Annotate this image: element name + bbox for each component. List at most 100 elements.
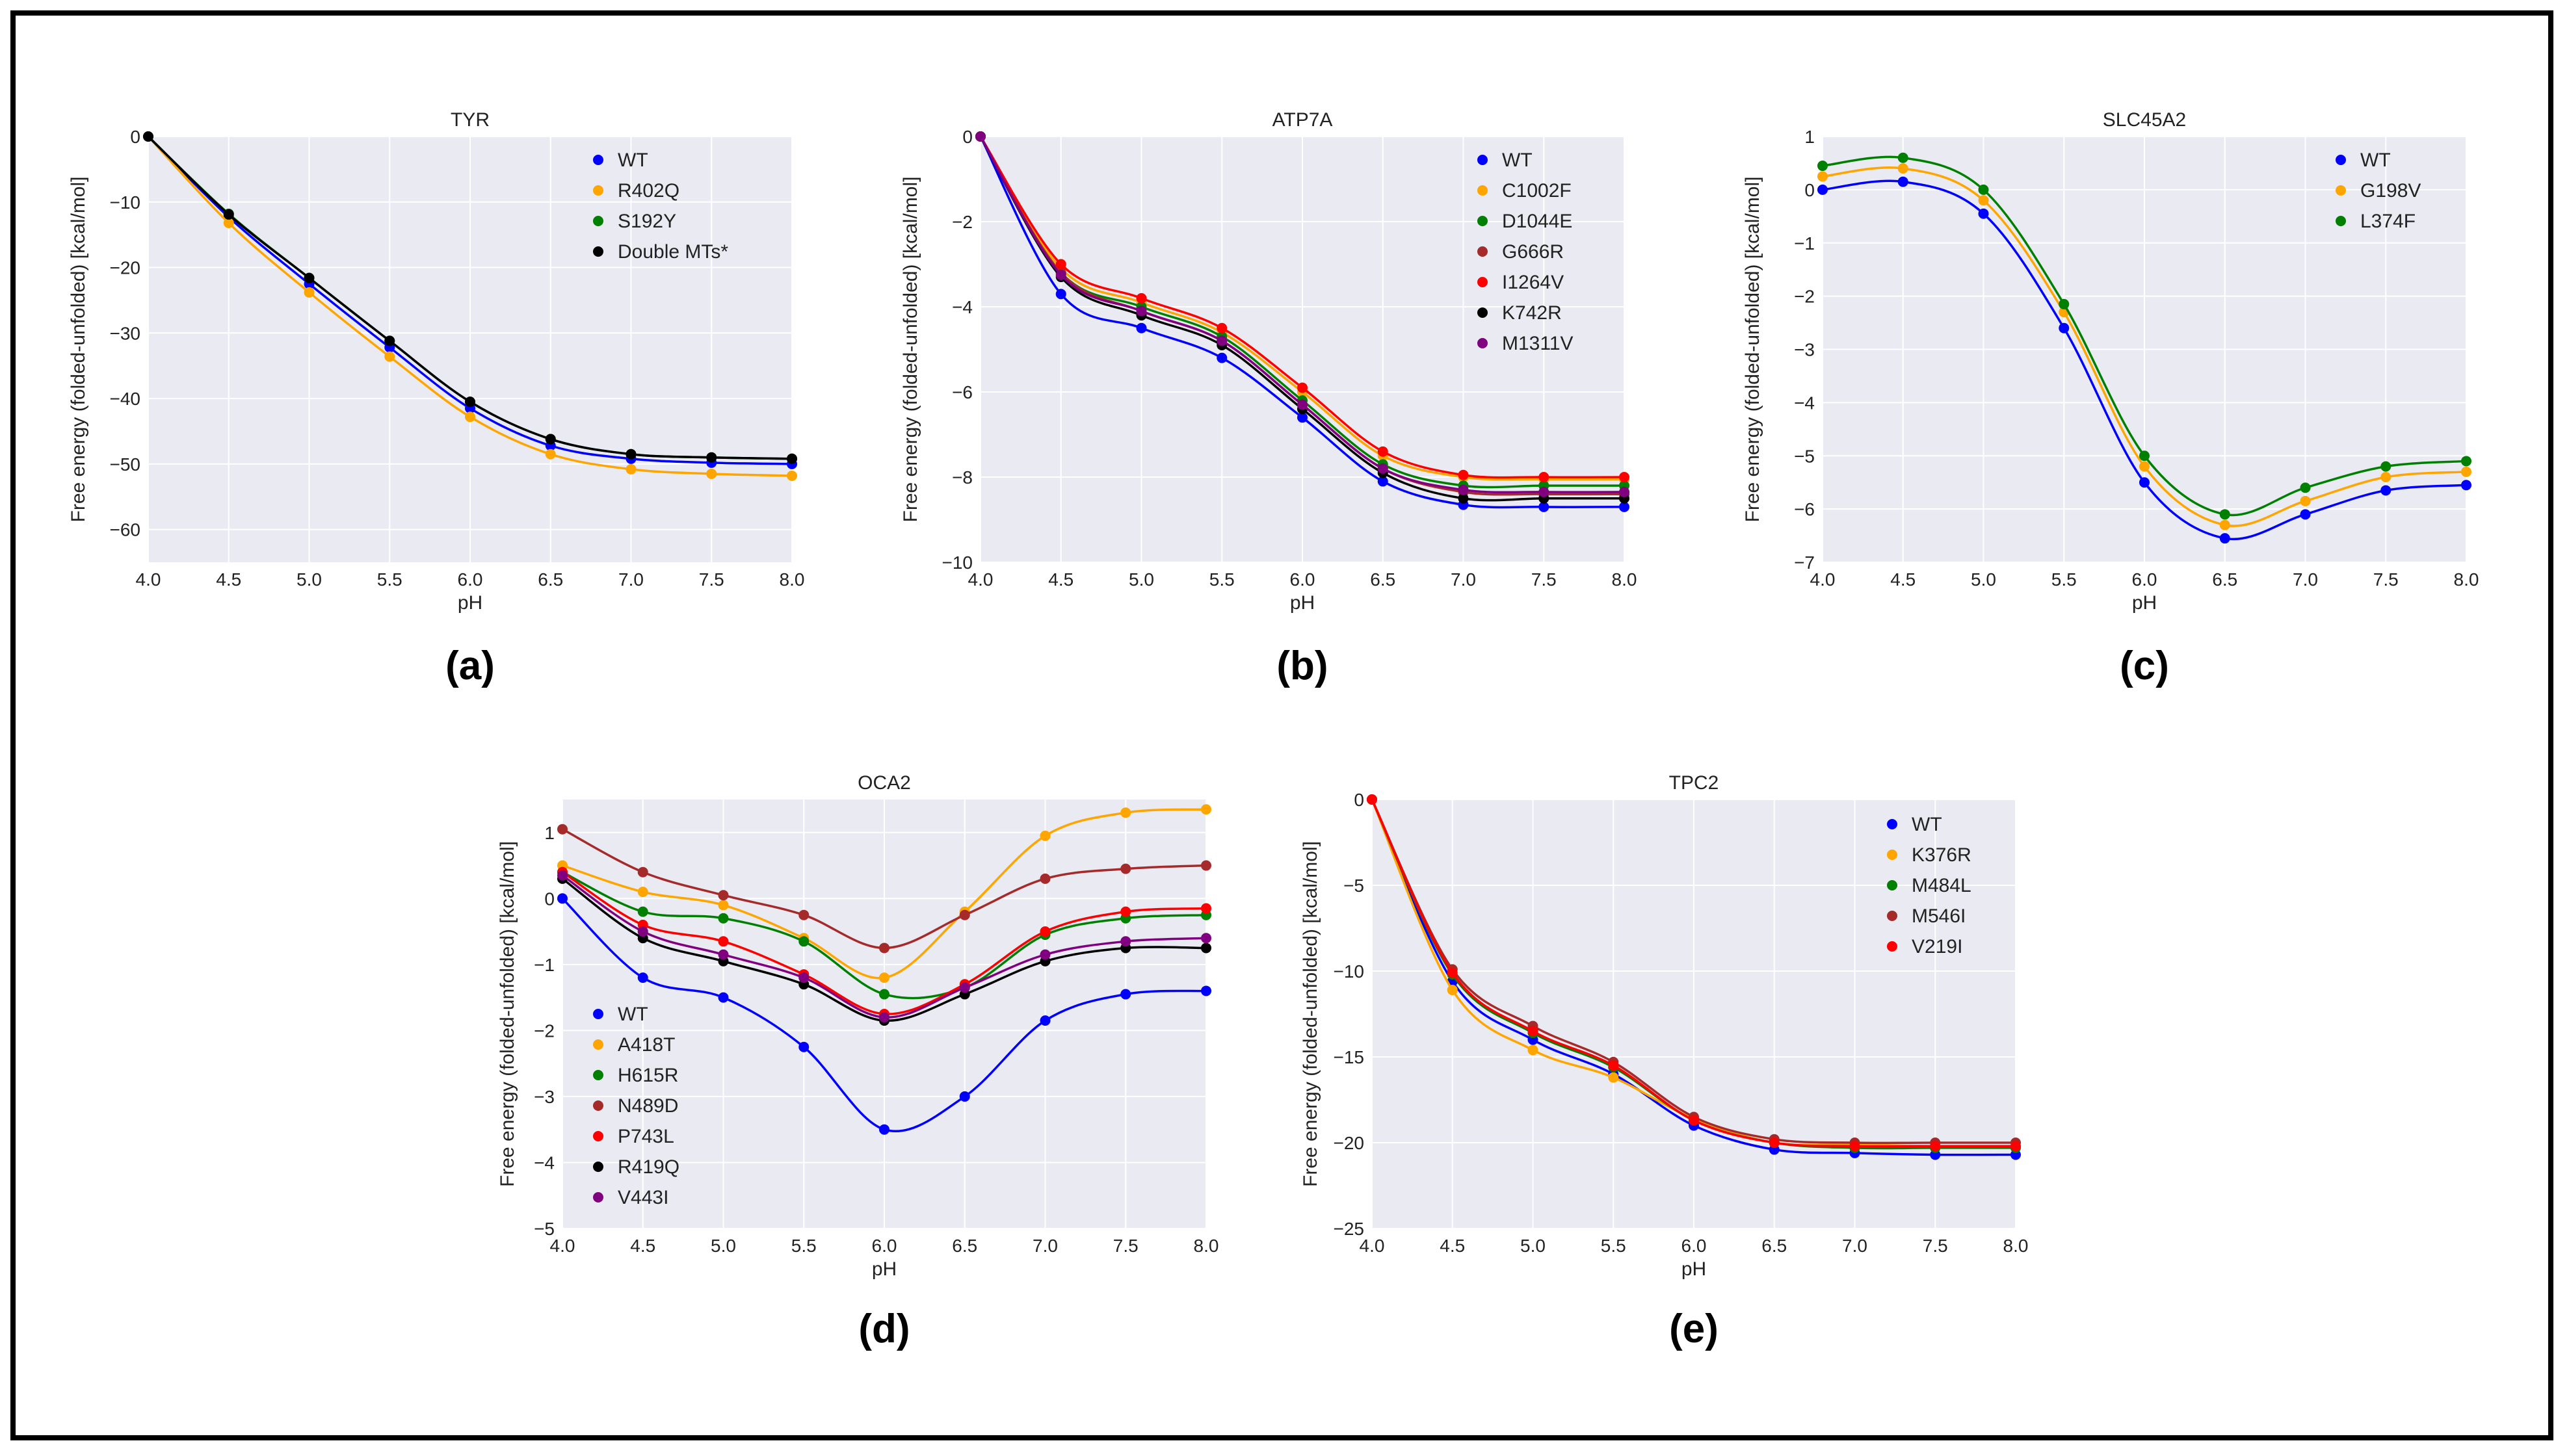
y-tick-label: −2 (1794, 287, 1815, 307)
data-point (1217, 352, 1228, 363)
legend-label: A418T (618, 1034, 675, 1056)
y-tick-label: −3 (1794, 340, 1815, 360)
x-tick-label: 6.0 (458, 569, 483, 590)
y-tick-label: −50 (110, 454, 141, 474)
data-point (879, 1012, 889, 1023)
y-tick-label: 0 (130, 127, 140, 147)
x-tick-label: 5.5 (1601, 1236, 1626, 1256)
x-tick-label: 8.0 (1194, 1236, 1219, 1256)
data-point (2300, 509, 2311, 520)
legend-label: N489D (618, 1095, 678, 1117)
x-tick-label: 6.0 (872, 1236, 897, 1256)
data-point (706, 452, 717, 463)
data-point (1367, 794, 1377, 805)
data-point (545, 448, 556, 460)
data-point (304, 272, 315, 283)
data-point (959, 909, 970, 920)
x-tick-label: 6.5 (1761, 1236, 1787, 1256)
data-point (1217, 335, 1228, 346)
x-tick-label: 5.0 (1129, 569, 1154, 590)
data-point (718, 900, 729, 911)
legend-marker (1477, 155, 1488, 165)
legend-marker (593, 246, 603, 257)
panel-caption: (b) (1276, 644, 1328, 688)
series-line-k742r (981, 136, 1624, 502)
x-tick-label: 5.5 (377, 569, 402, 590)
data-point (384, 335, 395, 346)
series-line-r402q (148, 135, 793, 477)
data-point (1978, 184, 1989, 195)
legend-marker (1887, 880, 1897, 890)
data-point (1120, 989, 1131, 1000)
x-tick-label: 6.0 (1681, 1236, 1707, 1256)
y-tick-label: −10 (110, 192, 141, 213)
data-point (2010, 1141, 2021, 1152)
data-point (1897, 152, 1908, 163)
legend-label: H615R (618, 1065, 678, 1086)
legend-marker (1477, 338, 1488, 348)
data-point (1817, 184, 1828, 195)
data-point (1297, 399, 1308, 410)
chart-panel-oca2: 4.0 4.5 5.0 5.5 6.0 6.5 7.0 7.5 8.0 1 0 −1 −2 −3 −4 −5 O… (497, 772, 1219, 1351)
data-point (798, 936, 810, 947)
data-point (557, 824, 568, 835)
x-axis-label: pH (1681, 1258, 1706, 1280)
y-tick-label: 0 (544, 889, 555, 909)
legend-label: K376R (1912, 844, 1971, 866)
data-point (1527, 1026, 1538, 1037)
y-tick-label: 1 (544, 823, 555, 843)
data-point (1978, 195, 1989, 206)
legend-marker (1477, 185, 1488, 196)
data-point (2461, 480, 2471, 491)
y-axis-label: Free energy (folded-unfolded) [kcal/mol] (68, 177, 89, 523)
legend-marker (593, 1131, 603, 1141)
data-point (1897, 163, 1908, 174)
data-point (1978, 208, 1989, 219)
y-tick-label: −1 (1794, 233, 1815, 254)
y-tick-label: −2 (534, 1020, 555, 1041)
y-tick-label: −3 (534, 1087, 555, 1107)
legend-label: M546I (1912, 905, 1966, 927)
data-point (465, 411, 475, 422)
legend-marker (593, 1100, 603, 1111)
x-tick-label: 6.5 (1370, 569, 1395, 590)
data-point (1201, 933, 1211, 944)
x-axis-label: pH (2132, 592, 2157, 614)
y-tick-label: −4 (1794, 393, 1815, 413)
legend-marker (1477, 277, 1488, 287)
y-tick-label: −15 (1334, 1047, 1365, 1067)
data-point (1458, 493, 1469, 504)
data-point (1040, 873, 1051, 884)
data-point (1527, 1045, 1538, 1056)
chart-title: TPC2 (1669, 772, 1719, 794)
legend-label: K742R (1502, 302, 1562, 324)
legend-marker (593, 1009, 603, 1019)
data-point (879, 972, 889, 983)
data-point (1377, 463, 1388, 474)
data-point (959, 982, 970, 993)
series-line-m1311v (981, 136, 1625, 494)
x-tick-label: 6.0 (2132, 569, 2157, 590)
data-point (2380, 472, 2391, 482)
data-point (2300, 495, 2311, 506)
data-point (557, 893, 568, 904)
y-tick-label: −5 (1343, 876, 1364, 896)
data-point (975, 131, 986, 142)
data-point (1689, 1115, 1699, 1126)
legend-label: WT (618, 1004, 648, 1025)
y-axis-label: Free energy (folded-unfolded) [kcal/mol] (497, 841, 518, 1187)
legend-label: WT (1502, 150, 1533, 171)
x-tick-label: 4.5 (1048, 569, 1074, 590)
data-point (1136, 306, 1147, 317)
y-tick-label: −4 (534, 1152, 555, 1173)
legend-label: V443I (618, 1187, 668, 1208)
data-point (1136, 292, 1147, 304)
data-point (1120, 906, 1131, 917)
data-point (1619, 472, 1629, 482)
data-point (2380, 485, 2391, 496)
data-point (637, 906, 648, 917)
y-tick-label: −1 (534, 955, 555, 975)
x-tick-label: 7.5 (2373, 569, 2399, 590)
legend-marker (593, 216, 603, 226)
